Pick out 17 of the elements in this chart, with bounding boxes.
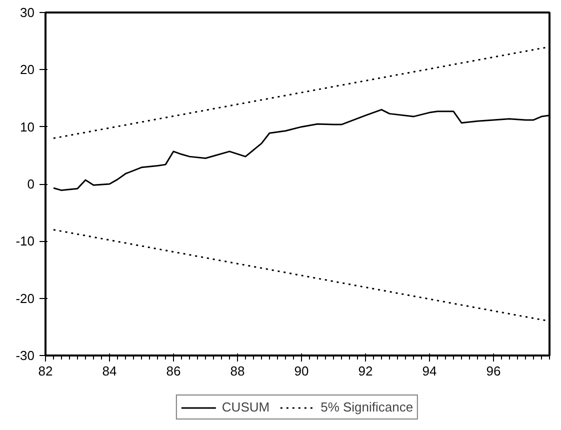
y-tick-label: -20: [16, 290, 35, 306]
y-tick-label: 0: [27, 176, 35, 192]
y-tick-label: -10: [16, 234, 35, 249]
x-tick-label: 96: [486, 364, 501, 378]
y-tick-label: 10: [20, 119, 35, 134]
x-tick-label: 94: [422, 364, 437, 378]
legend-label: CUSUM: [222, 400, 270, 414]
x-tick-label: 92: [358, 364, 373, 378]
x-tick-label: 86: [166, 364, 181, 378]
x-tick-label: 90: [294, 364, 309, 378]
x-tick-label: 88: [230, 364, 245, 378]
y-tick-label: 30: [20, 5, 35, 20]
y-tick-label: 20: [20, 62, 35, 78]
x-tick-label: 84: [102, 364, 117, 378]
x-tick-label: 82: [38, 364, 53, 378]
y-tick-label: -30: [16, 348, 35, 363]
legend-label: 5% Significance: [320, 400, 414, 414]
